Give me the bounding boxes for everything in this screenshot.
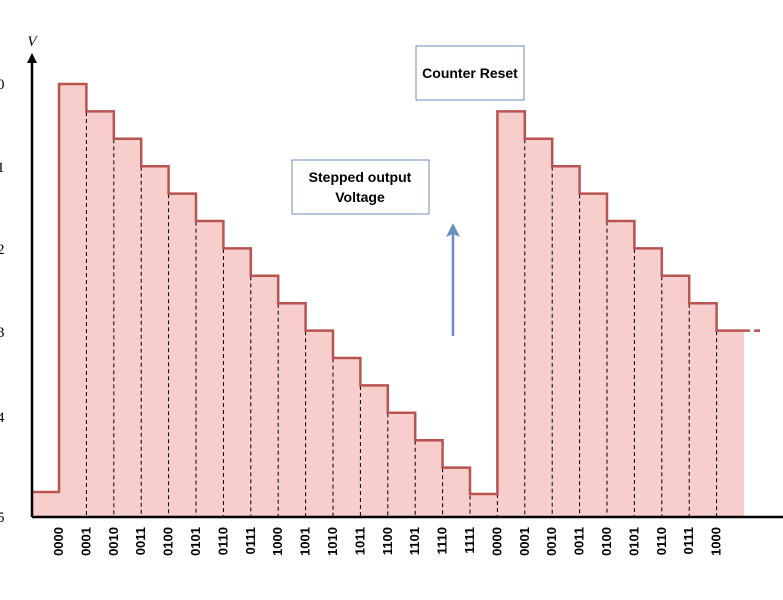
- x-tick-label: 0110: [654, 527, 669, 555]
- steps: [32, 82, 760, 517]
- y-tick-label: 2: [0, 242, 5, 258]
- x-tick-label: 1101: [407, 527, 422, 555]
- annotation: Voltage: [335, 189, 385, 205]
- x-tick-label: 0101: [626, 527, 641, 556]
- annotation-box: [415, 45, 525, 101]
- x-tick-label: 0000: [489, 527, 504, 556]
- annotation: Counter Reset: [422, 65, 518, 81]
- x-tick-label: 1110: [435, 527, 450, 555]
- y-tick-label: 1: [0, 160, 5, 176]
- x-tick-label: 0011: [572, 527, 587, 555]
- x-tick-label: 1000: [270, 527, 285, 556]
- x-tick-label: 0000: [51, 527, 66, 556]
- x-tick-label: 0001: [78, 527, 93, 556]
- x-tick-label: 1010: [325, 527, 340, 556]
- x-tick-label: 1011: [352, 527, 367, 555]
- x-tick-label: 0101: [188, 527, 203, 556]
- x-tick-label: 1000: [709, 527, 724, 556]
- annotation-box: [291, 159, 430, 215]
- x-tick-label: 1001: [298, 527, 313, 556]
- annotation: Stepped output: [309, 169, 412, 185]
- x-tick-label: 0010: [106, 527, 121, 556]
- x-tick-label: 0100: [599, 527, 614, 556]
- y-tick-label: 4: [0, 410, 5, 426]
- x-tick-label: 0010: [544, 527, 559, 556]
- x-tick-label: 0110: [215, 527, 230, 555]
- x-tick-label: 1100: [380, 527, 395, 555]
- x-tick-label: 1111: [462, 527, 477, 554]
- y-tick-label: 0: [0, 77, 5, 93]
- x-tick-label: 0111: [243, 527, 258, 555]
- axis-label: V: [27, 34, 38, 50]
- step-outline: [32, 82, 744, 496]
- y-tick-label: 3: [0, 325, 5, 341]
- x-tick-label: 0001: [517, 527, 532, 556]
- x-tick-label: 0111: [681, 527, 696, 555]
- x-tick-label: 0011: [133, 527, 148, 555]
- step-area: [32, 84, 744, 517]
- x-tick-label: 0100: [161, 527, 176, 556]
- y-tick-label: 5: [0, 510, 5, 526]
